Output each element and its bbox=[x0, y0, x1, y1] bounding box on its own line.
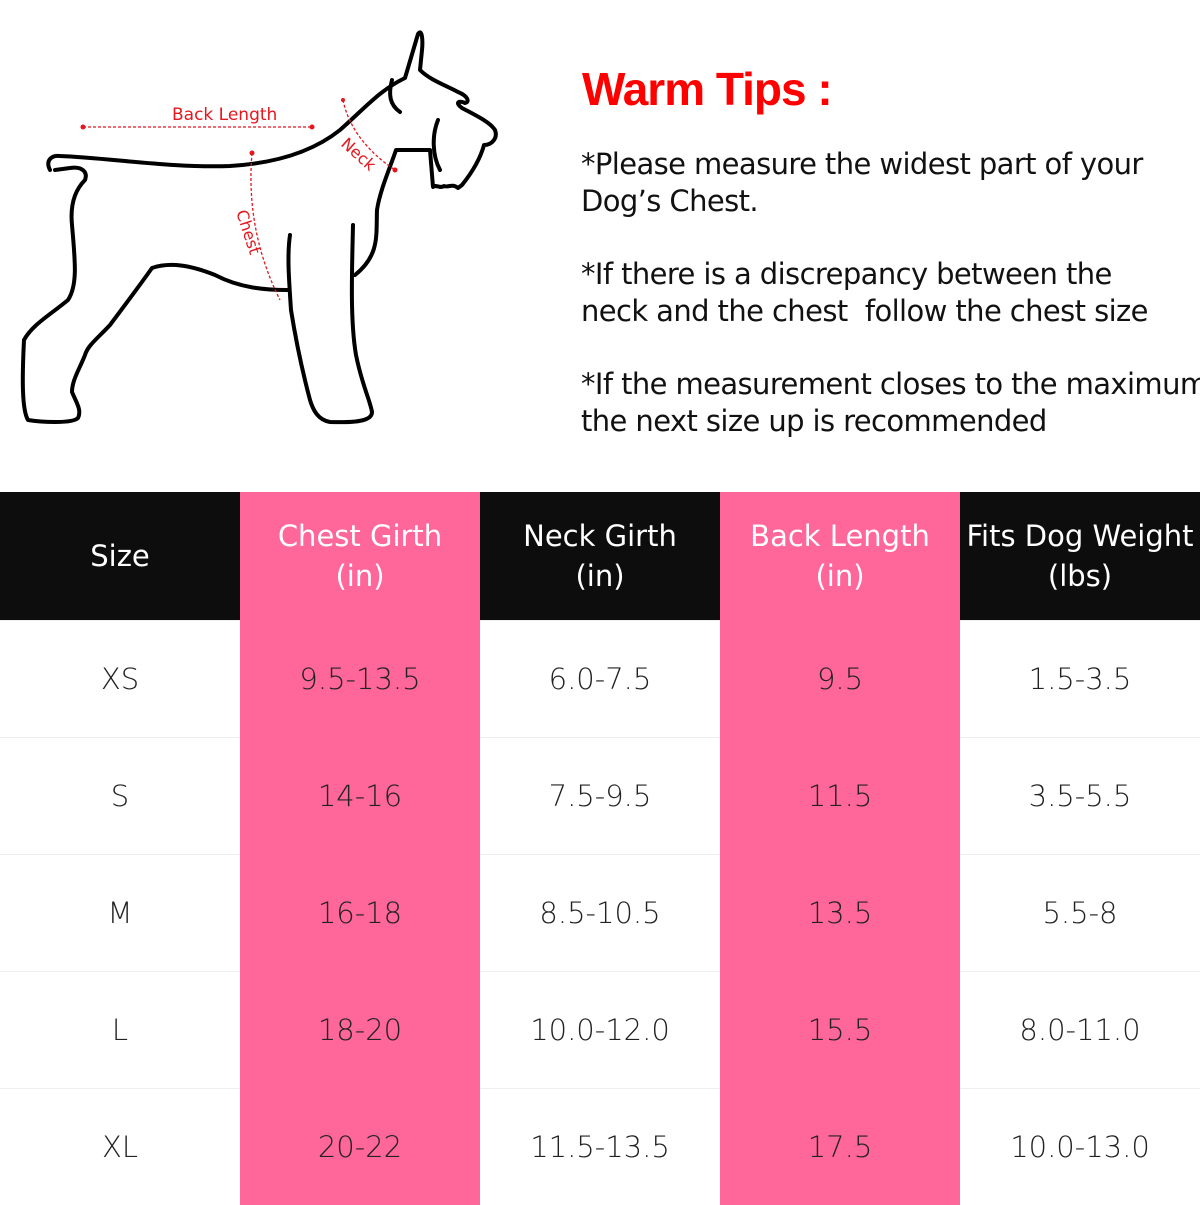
tip-discrepancy: *If there is a discrepancy between the n… bbox=[581, 256, 1148, 330]
cell-neck-girth: 7.5-9.5 bbox=[480, 738, 720, 855]
cell-dog-weight: 1.5-3.5 bbox=[960, 621, 1200, 738]
cell-back-length: 13.5 bbox=[720, 855, 960, 972]
header-neck-girth: Neck Girth(in) bbox=[480, 492, 720, 621]
dog-outline bbox=[23, 32, 496, 422]
cell-size: XL bbox=[0, 1089, 240, 1205]
cell-neck-girth: 11.5-13.5 bbox=[480, 1089, 720, 1205]
table-header-row: Size Chest Girth(in) Neck Girth(in) Back… bbox=[0, 492, 1200, 621]
cell-size: S bbox=[0, 738, 240, 855]
size-chart-table: Size Chest Girth(in) Neck Girth(in) Back… bbox=[0, 492, 1200, 1205]
cell-chest-girth: 14-16 bbox=[240, 738, 480, 855]
cell-back-length: 15.5 bbox=[720, 972, 960, 1089]
cell-size: L bbox=[0, 972, 240, 1089]
header-chest-girth: Chest Girth(in) bbox=[240, 492, 480, 621]
tip-measure-chest: *Please measure the widest part of your … bbox=[581, 146, 1143, 220]
cell-dog-weight: 5.5-8 bbox=[960, 855, 1200, 972]
neck-label: Neck bbox=[337, 134, 380, 175]
cell-size: XS bbox=[0, 621, 240, 738]
cell-neck-girth: 6.0-7.5 bbox=[480, 621, 720, 738]
cell-chest-girth: 18-20 bbox=[240, 972, 480, 1089]
dog-measurement-diagram: Back Length Neck Chest bbox=[0, 0, 520, 440]
cell-dog-weight: 10.0-13.0 bbox=[960, 1089, 1200, 1205]
cell-neck-girth: 10.0-12.0 bbox=[480, 972, 720, 1089]
cell-dog-weight: 3.5-5.5 bbox=[960, 738, 1200, 855]
header-dog-weight: Fits Dog Weight(lbs) bbox=[960, 492, 1200, 621]
warm-tips-title: Warm Tips : bbox=[582, 62, 832, 116]
tip-size-up: *If the measurement closes to the maximu… bbox=[581, 366, 1200, 440]
measurement-lines bbox=[83, 100, 395, 300]
back-length-label: Back Length bbox=[172, 105, 277, 125]
cell-neck-girth: 8.5-10.5 bbox=[480, 855, 720, 972]
cell-dog-weight: 8.0-11.0 bbox=[960, 972, 1200, 1089]
chest-label: Chest bbox=[232, 207, 264, 256]
cell-chest-girth: 16-18 bbox=[240, 855, 480, 972]
cell-back-length: 11.5 bbox=[720, 738, 960, 855]
cell-size: M bbox=[0, 855, 240, 972]
cell-back-length: 17.5 bbox=[720, 1089, 960, 1205]
cell-chest-girth: 20-22 bbox=[240, 1089, 480, 1205]
cell-chest-girth: 9.5-13.5 bbox=[240, 621, 480, 738]
header-back-length: Back Length(in) bbox=[720, 492, 960, 621]
header-size: Size bbox=[0, 492, 240, 621]
cell-back-length: 9.5 bbox=[720, 621, 960, 738]
